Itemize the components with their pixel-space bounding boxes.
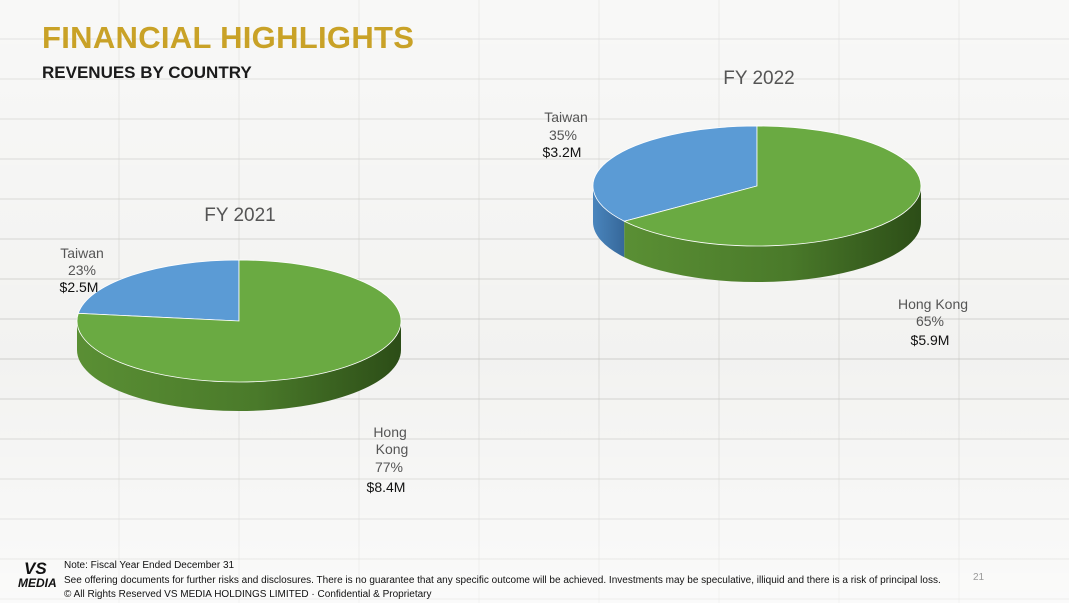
amount-taiwan-fy2021: $2.5M [60,279,99,295]
amount-hongkong-fy2021: $8.4M [367,479,406,495]
page-subtitle: REVENUES BY COUNTRY [42,63,252,82]
page-number: 21 [973,572,985,583]
label-taiwan-fy2022: Taiwan [544,109,588,125]
pie-fy2021-slice-taiwan [77,259,240,322]
label-hongkong-fy2021-line1: Hong [373,424,406,440]
pie-chart-fy2022: FY 2022 Taiwan 35% $3.2M Hong Kong 65% $… [543,68,968,348]
pie-fy2022-sides [592,186,922,283]
chart-title-fy2022: FY 2022 [723,68,794,89]
page-title: FINANCIAL HIGHLIGHTS [42,20,415,55]
pie-fy2022-slice-taiwan [592,125,758,222]
vs-media-logo: VS MEDIA [18,559,62,591]
footer-note: Note: Fiscal Year Ended December 31 [64,560,235,571]
footer-copyright: © All Rights Reserved VS MEDIA HOLDINGS … [64,589,432,600]
percent-taiwan-fy2021: 23% [68,262,96,278]
label-taiwan-fy2021: Taiwan [60,245,104,261]
pie-fy2021-side-hongkong [77,321,401,411]
logo-line1: VS [24,559,47,578]
amount-hongkong-fy2022: $5.9M [911,332,950,348]
pie-chart-fy2021: FY 2021 Taiwan 23% $2.5M Hong Kong 77% $… [60,205,410,495]
logo-line2: MEDIA [18,576,57,590]
pie-fy2022-tops [592,125,922,247]
pie-fy2021-sides [77,321,401,411]
pie-fy2021-slice-hongkong [76,259,402,383]
chart-title-fy2021: FY 2021 [204,205,275,226]
label-hongkong-fy2021-line2: Kong [376,441,409,457]
amount-taiwan-fy2022: $3.2M [543,144,582,160]
pie-fy2022-side-taiwan [592,186,625,258]
pie-fy2021-tops [76,259,402,383]
footer-disclaimer: See offering documents for further risks… [64,575,941,586]
pie-fy2022-slice-hongkong [623,125,922,247]
percent-hongkong-fy2021: 77% [375,459,403,475]
percent-taiwan-fy2022: 35% [549,127,577,143]
pie-fy2022-side-hongkong [624,186,922,283]
percent-hongkong-fy2022: 65% [916,313,944,329]
label-hongkong-fy2022: Hong Kong [898,296,968,312]
label-hongkong-fy2021: Hong Kong [373,424,410,457]
